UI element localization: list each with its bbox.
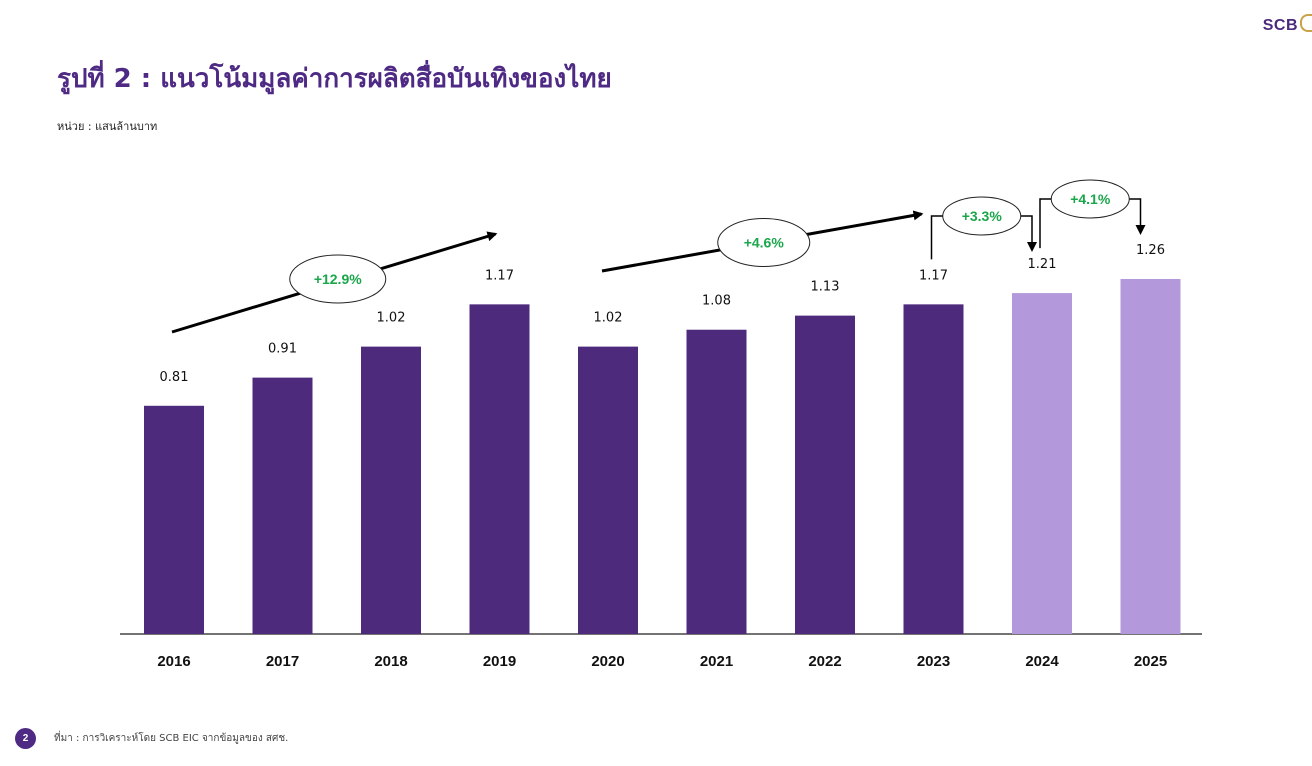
growth-3-bubble bbox=[942, 196, 1022, 236]
bar-2020 bbox=[578, 346, 638, 634]
bar-2019 bbox=[469, 304, 530, 634]
growth-4-bubble bbox=[1050, 179, 1130, 219]
data-label-2017: 0.91 bbox=[268, 342, 297, 357]
data-label-2022: 1.13 bbox=[811, 280, 840, 295]
growth-2-label: +4.6% bbox=[744, 235, 785, 251]
bar-2024 bbox=[1012, 293, 1072, 634]
footer: 2 ที่มา : การวิเคราะห์โดย SCB EIC จากข้อ… bbox=[15, 727, 289, 749]
x-tick-label-2022: 2022 bbox=[808, 653, 841, 670]
data-label-2021: 1.08 bbox=[702, 294, 731, 309]
growth-3-label: +3.3% bbox=[962, 208, 1003, 224]
x-tick-label-2021: 2021 bbox=[700, 653, 733, 670]
growth-4-label: +4.1% bbox=[1070, 191, 1111, 207]
scb-logo: SCB bbox=[1263, 14, 1312, 35]
page-number: 2 bbox=[15, 727, 36, 749]
bar-2021 bbox=[686, 329, 747, 634]
data-label-2025: 1.26 bbox=[1136, 243, 1165, 258]
bar-2022 bbox=[795, 315, 855, 634]
bar-2025 bbox=[1120, 279, 1181, 634]
bar-2023 bbox=[903, 304, 964, 634]
data-label-2019: 1.17 bbox=[485, 268, 514, 283]
data-label-2023: 1.17 bbox=[919, 268, 948, 283]
x-tick-label-2017: 2017 bbox=[266, 653, 299, 670]
x-tick-label-2018: 2018 bbox=[374, 653, 407, 670]
x-tick-label-2020: 2020 bbox=[591, 653, 624, 670]
bar-2018 bbox=[361, 346, 421, 634]
x-tick-label-2024: 2024 bbox=[1025, 653, 1059, 670]
data-label-2020: 1.02 bbox=[594, 311, 623, 326]
bar-2016 bbox=[144, 405, 204, 634]
bar-2017 bbox=[252, 377, 313, 634]
growth-2-bubble bbox=[717, 218, 811, 267]
x-tick-label-2025: 2025 bbox=[1134, 653, 1167, 670]
growth-1-label: +12.9% bbox=[314, 271, 362, 287]
data-label-2016: 0.81 bbox=[160, 370, 189, 385]
x-tick-label-2019: 2019 bbox=[483, 653, 516, 670]
unit-label: หน่วย : แสนล้านบาท bbox=[57, 120, 158, 133]
x-tick-label-2023: 2023 bbox=[917, 653, 950, 670]
data-label-2018: 1.02 bbox=[377, 311, 406, 326]
source-note: ที่มา : การวิเคราะห์โดย SCB EIC จากข้อมู… bbox=[54, 732, 289, 744]
x-tick-label-2016: 2016 bbox=[157, 653, 190, 670]
growth-1-bubble bbox=[289, 254, 387, 304]
bar-chart: 0.81 2016 0.91 2017 1.02 2018 1.17 2019 1.02 2020… bbox=[120, 179, 1202, 670]
data-label-2024: 1.21 bbox=[1028, 257, 1057, 272]
page-title: รูปที่ 2 : แนวโน้มมูลค่าการผลิตสื่อบันเท… bbox=[57, 64, 612, 94]
logo-text: SCB bbox=[1262, 17, 1298, 34]
logo-mark-icon bbox=[1300, 14, 1312, 32]
